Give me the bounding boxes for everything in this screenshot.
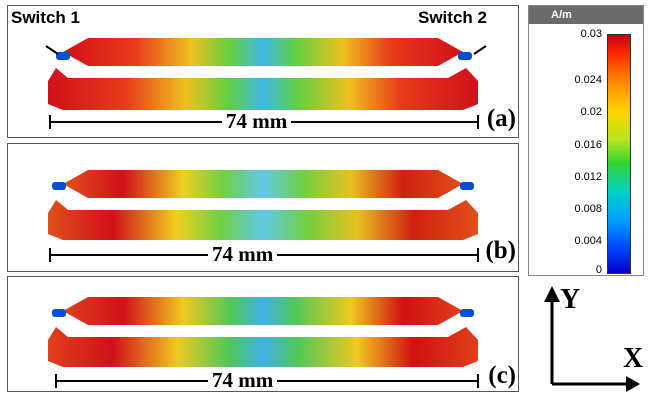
panel-label-a: (a)	[486, 105, 516, 132]
dimension-label-a: 74 mm	[222, 110, 292, 132]
switch-1-marker	[52, 182, 66, 190]
y-axis-label: Y	[560, 284, 581, 315]
panel-a: Switch 1 Switch 2 74 mm (a)	[7, 5, 519, 138]
switch-1-arrow	[45, 45, 59, 55]
dimension-label-c: 74 mm	[208, 369, 278, 391]
legend-tick: 0.004	[574, 235, 602, 247]
color-bar	[607, 34, 631, 274]
x-axis-label: X	[623, 343, 644, 374]
legend-tick: 0.03	[580, 28, 602, 40]
switch-2-marker	[458, 52, 472, 60]
dimension-label-b: 74 mm	[208, 243, 278, 265]
current-distribution-plot-b	[48, 170, 479, 262]
switch-1-label: Switch 1	[11, 8, 80, 27]
legend-tick: 0.016	[574, 139, 602, 151]
current-distribution-plot-c	[48, 297, 479, 388]
switch-1-marker	[52, 309, 66, 317]
legend-tick: 0.008	[574, 203, 602, 215]
legend-tick: 0.024	[574, 74, 602, 86]
legend-unit: A/m	[529, 6, 643, 24]
panel-label-c: (c)	[488, 362, 516, 389]
panel-c: 74 mm (c)	[7, 276, 519, 392]
legend-tick: 0.012	[574, 171, 602, 183]
color-legend: A/m 0.03 0.024 0.02 0.016 0.012 0.008 0.…	[528, 5, 644, 276]
switch-1-marker	[56, 52, 70, 60]
switch-2-marker	[460, 182, 474, 190]
legend-tick: 0	[595, 264, 602, 276]
switch-2-label: Switch 2	[418, 8, 487, 27]
panel-label-b: (b)	[485, 237, 516, 264]
switch-2-marker	[460, 309, 474, 317]
current-distribution-plot-a	[45, 38, 487, 129]
coordinate-axes	[544, 286, 640, 392]
switch-2-arrow	[473, 45, 487, 55]
legend-tick: 0.02	[580, 106, 602, 118]
panel-b: 74 mm (b)	[7, 143, 519, 272]
